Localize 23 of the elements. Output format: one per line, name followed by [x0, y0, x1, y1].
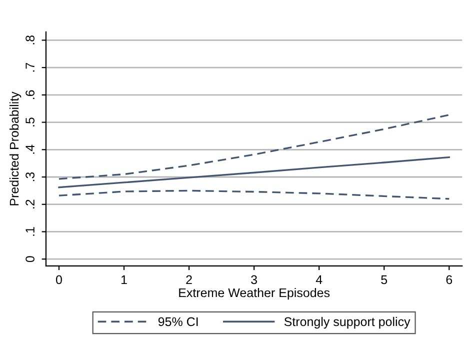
x-tick-label: 0 — [56, 275, 62, 284]
legend-label: 95% CI — [158, 317, 198, 326]
y-tick-label: .6 — [26, 90, 34, 99]
line-series — [58, 156, 450, 188]
x-tick-label: 1 — [121, 275, 127, 284]
x-tick-label: 5 — [381, 275, 388, 284]
y-tick-label: .8 — [26, 36, 34, 44]
y-tick-label: 0 — [26, 256, 34, 262]
line-series — [58, 114, 450, 180]
y-tick-label: .7 — [26, 62, 34, 72]
x-axis-title: Extreme Weather Episodes — [179, 288, 330, 300]
x-tick-label: 2 — [186, 275, 192, 284]
y-tick-label: .2 — [26, 200, 34, 208]
line-series — [58, 190, 450, 200]
legend-label: Strongly support policy — [284, 316, 410, 329]
y-tick-label: .1 — [26, 227, 34, 236]
y-axis-title: Predicted Probability — [9, 92, 22, 206]
y-tick-label: .4 — [26, 144, 34, 154]
y-tick-label: .3 — [26, 172, 34, 182]
x-tick-label: 3 — [251, 275, 257, 284]
y-tick-label: .5 — [26, 118, 34, 126]
x-tick-label: 6 — [446, 275, 452, 284]
x-tick-label: 4 — [316, 275, 322, 284]
